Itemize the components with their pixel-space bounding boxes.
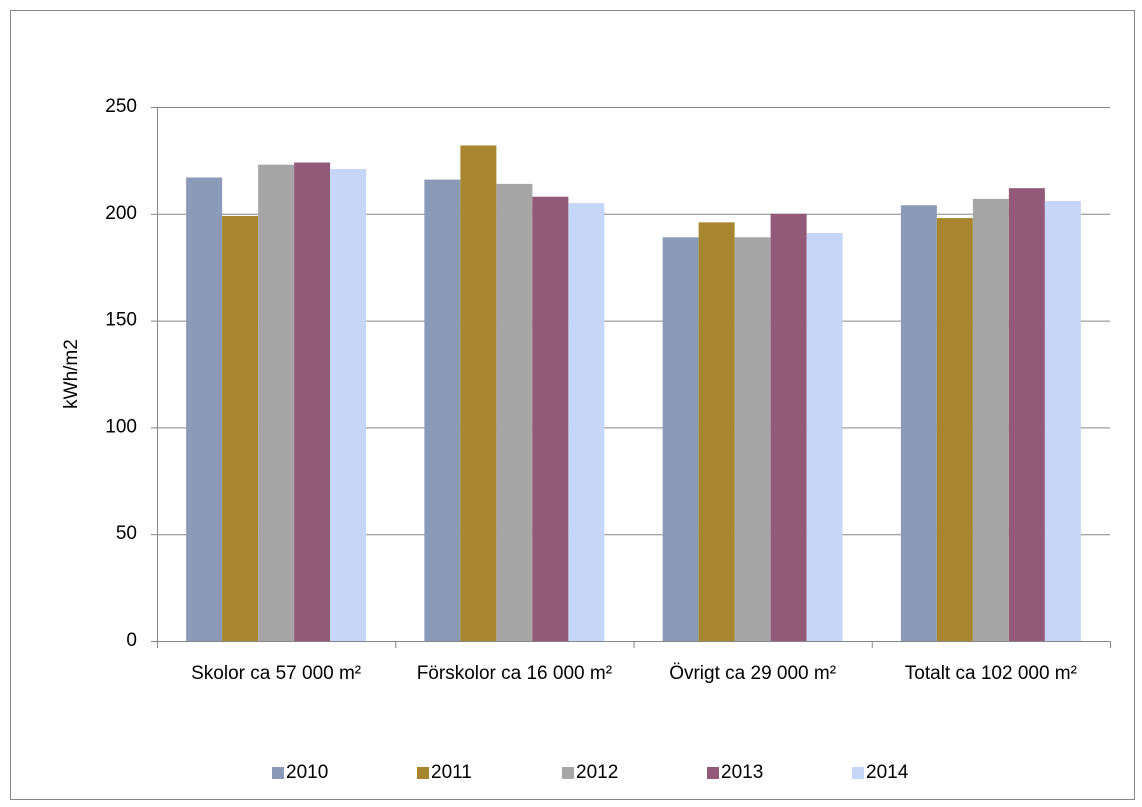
y-tick-label: 150 [105,310,137,331]
bar [258,164,295,641]
legend-label: 2013 [721,762,763,783]
x-tick-label: Övrigt ca 29 000 m² [669,663,836,684]
legend-label: 2010 [286,762,328,783]
bar [1008,188,1045,641]
bar [662,237,699,641]
legend-swatch [417,767,429,779]
bar [1044,200,1081,641]
legend-swatch [562,767,574,779]
legend-label: 2014 [866,762,909,783]
bar [424,179,461,641]
y-tick-label: 50 [116,523,137,544]
bar [734,237,771,641]
bar [806,233,843,642]
y-axis-label: kWh/m2 [61,339,82,409]
y-tick-label: 0 [126,630,137,651]
legend-swatch [707,767,719,779]
legend-label: 2011 [431,762,472,783]
bar [330,168,367,641]
legend-swatch [852,767,864,779]
y-tick-label: 200 [105,203,137,224]
y-tick-label: 250 [105,96,137,117]
legend-label: 2012 [576,762,618,783]
bar [900,205,937,642]
bar [770,213,807,642]
x-tick-label: Förskolor ca 16 000 m² [417,663,612,684]
bar [972,198,1009,641]
bar [294,162,331,641]
bar [698,222,735,641]
bar [568,203,605,641]
bar [496,183,533,641]
legend-swatch [272,767,284,779]
bar [186,177,223,641]
bar [222,215,259,641]
bar [532,196,569,641]
x-tick-label: Skolor ca 57 000 m² [191,663,361,684]
x-tick-label: Totalt ca 102 000 m² [905,663,1077,684]
bar [460,145,497,641]
y-tick-label: 100 [105,416,137,437]
bar [936,218,973,641]
